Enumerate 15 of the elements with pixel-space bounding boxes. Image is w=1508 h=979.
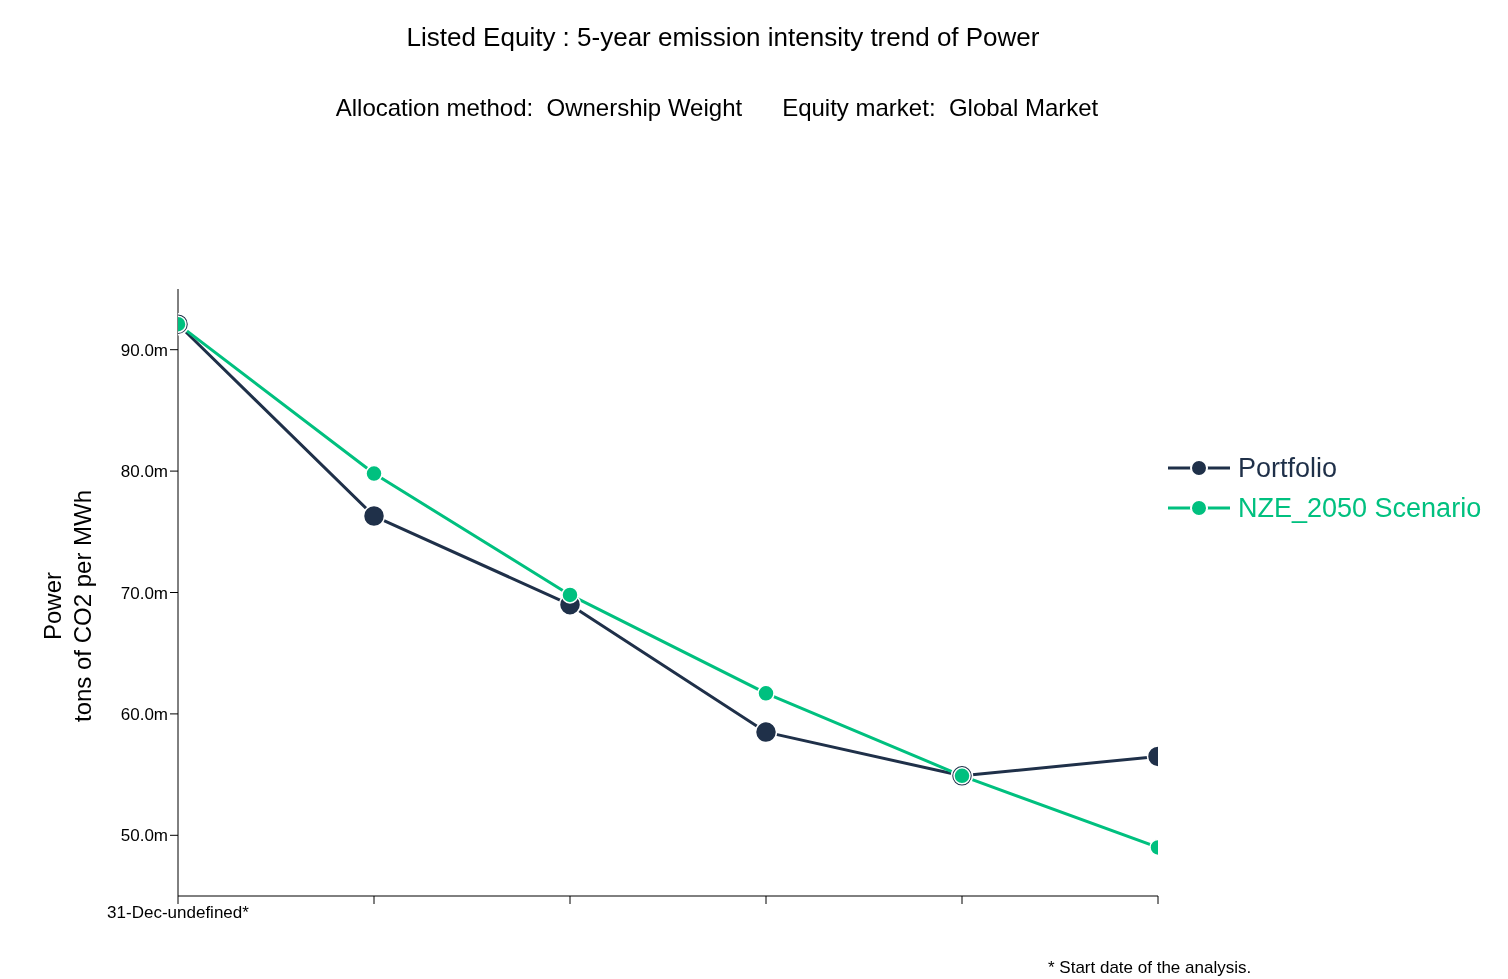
chart-subtitle: Allocation method: Ownership Weight Equity market: Global Market: [334, 94, 1100, 122]
point: [757, 684, 775, 703]
legend-label: NZE_2050 Scenario: [1238, 492, 1482, 525]
chart-title: Listed Equity : 5-year emission intensity trend of Power: [405, 22, 1041, 53]
y-tick-label: 60.0m: [120, 704, 168, 724]
point: [561, 586, 579, 604]
y-tick-label: 80.0m: [120, 462, 168, 482]
point: [754, 720, 778, 744]
y-axis-title: Power tons of CO2 per MWh: [38, 489, 97, 723]
y-tick-label: 90.0m: [120, 340, 168, 360]
legend-label: Portfolio: [1238, 452, 1338, 485]
y-tick-label: 50.0m: [120, 826, 168, 846]
x-tick-label: 31-Dec-undefined*: [107, 903, 250, 923]
text: * Start date of the analysis.: [1048, 958, 1252, 978]
y-tick-label: 70.0m: [120, 583, 168, 603]
